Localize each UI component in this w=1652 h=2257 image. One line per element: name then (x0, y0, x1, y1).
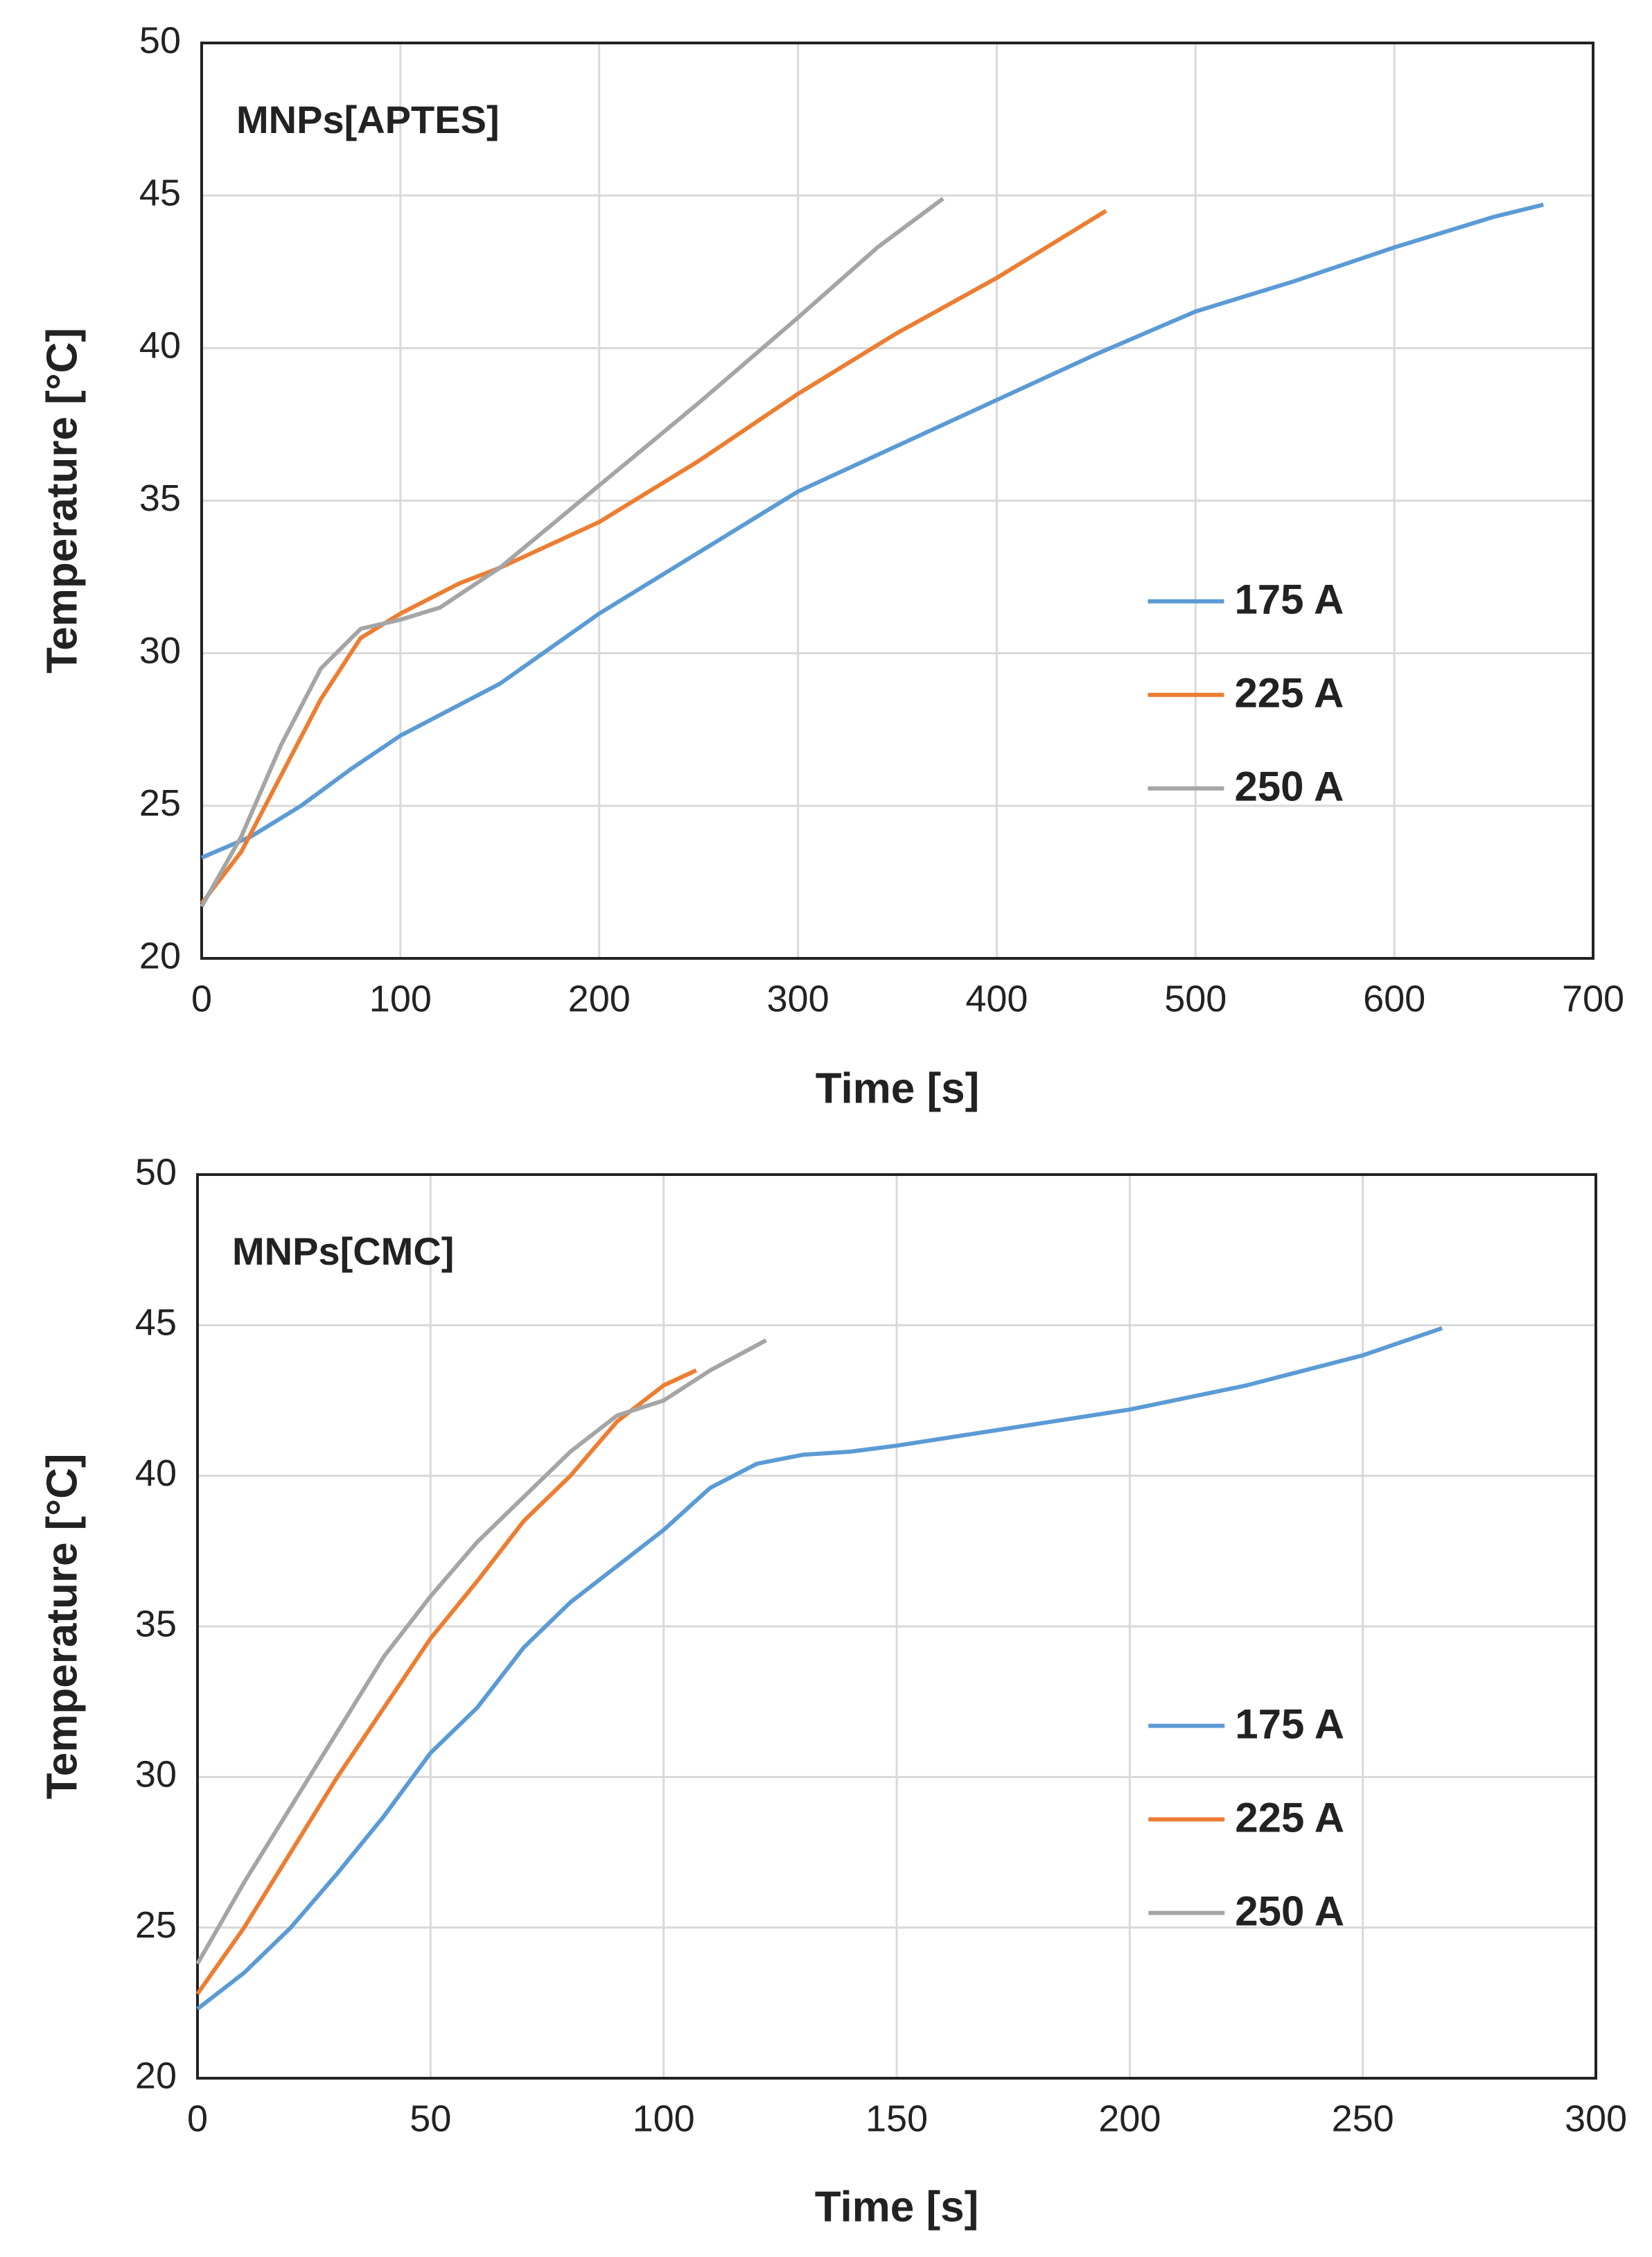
y-tick-label: 40 (139, 325, 181, 367)
y-tick-label: 25 (135, 1904, 177, 1946)
legend-label: 225 A (1235, 1794, 1344, 1841)
y-tick-label: 50 (135, 1151, 177, 1193)
x-tick-label: 250 (1332, 2098, 1394, 2139)
y-tick-label: 20 (139, 935, 181, 976)
x-tick-label: 0 (191, 978, 212, 1019)
x-tick-label: 500 (1164, 978, 1227, 1019)
legend-label: 250 A (1234, 764, 1344, 810)
x-tick-label: 200 (1098, 2098, 1161, 2139)
plot-border (196, 1173, 1597, 2080)
x-tick-label: 100 (633, 2098, 695, 2139)
data-line (195, 1338, 768, 1965)
legend-label: 175 A (1234, 577, 1344, 623)
annotation: MNPs[CMC] (232, 1229, 454, 1273)
x-tick-label: 300 (767, 978, 829, 1019)
y-tick-label: 20 (135, 2055, 177, 2096)
legend-label: 225 A (1234, 670, 1344, 717)
y-tick-label: 30 (139, 630, 181, 671)
y-tick-label: 50 (139, 19, 181, 61)
y-tick-label: 45 (139, 172, 181, 213)
x-tick-label: 0 (187, 2098, 208, 2139)
x-tick-label: 50 (410, 2098, 451, 2139)
y-axis-title: Temperature [°C] (38, 1453, 86, 1799)
plot-border (200, 42, 1594, 960)
data-line (200, 202, 1545, 860)
x-tick-label: 200 (568, 978, 631, 1019)
y-tick-label: 30 (135, 1754, 177, 1795)
legend-label: 175 A (1235, 1701, 1344, 1747)
y-tick-label: 25 (139, 782, 181, 824)
data-line (195, 1368, 698, 1996)
x-tick-label: 100 (369, 978, 432, 1019)
x-tick-label: 600 (1363, 978, 1425, 1019)
chart: 20 25 30 35 40 45 50 0 50 100 150 200 250 300 175 A 225… (38, 1151, 1627, 2231)
y-tick-label: 40 (135, 1452, 177, 1494)
x-axis-title: Time [s] (815, 2183, 979, 2231)
legend-label: 250 A (1235, 1888, 1344, 1934)
x-tick-label: 150 (865, 2098, 928, 2139)
y-axis-title: Temperature [°C] (38, 328, 86, 674)
y-tick-label: 35 (135, 1603, 177, 1644)
data-line (196, 1326, 1443, 2011)
x-axis-title: Time [s] (816, 1064, 980, 1112)
x-tick-label: 700 (1562, 978, 1624, 1019)
x-tick-label: 300 (1565, 2098, 1627, 2139)
y-tick-label: 45 (135, 1302, 177, 1344)
data-line (200, 197, 944, 908)
data-line (200, 209, 1107, 905)
annotation: MNPs[APTES] (236, 98, 500, 141)
x-tick-label: 400 (965, 978, 1028, 1019)
y-tick-label: 35 (139, 477, 181, 519)
